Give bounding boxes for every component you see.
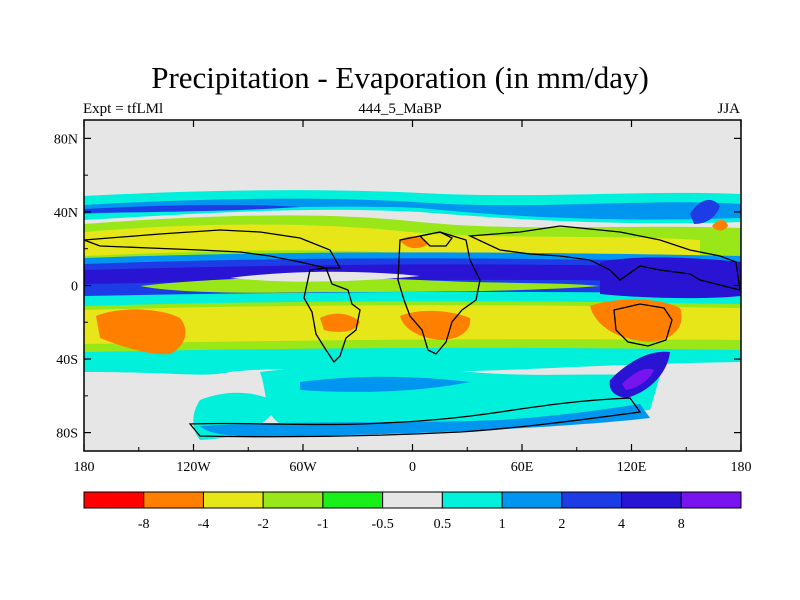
x-tick-label: 120W xyxy=(176,460,211,475)
south-pacific-dry xyxy=(96,309,186,355)
colorbar-label: -8 xyxy=(138,517,150,532)
x-tick-label: 120E xyxy=(617,460,647,475)
y-tick-label: 80S xyxy=(56,427,78,442)
colorbar-swatch xyxy=(441,491,503,509)
colorbar-label: 0.5 xyxy=(434,517,452,532)
colorbar-swatch xyxy=(83,491,145,509)
south-atlantic-orange-2 xyxy=(320,313,360,332)
colorbar-label: -0.5 xyxy=(372,517,394,532)
colorbar-swatch xyxy=(322,491,384,509)
greenland-outline xyxy=(418,231,453,247)
period-label: 444_5_MaBP xyxy=(358,101,442,117)
band-equatorial-neutral xyxy=(230,271,420,282)
x-tick-label: 180 xyxy=(74,460,95,475)
band-subtropic-north-core xyxy=(84,224,700,256)
chart-title: Precipitation - Evaporation (in mm/day) xyxy=(151,60,649,95)
colorbar-label: 2 xyxy=(558,517,565,532)
indian-ocean-dry xyxy=(590,299,682,342)
asia-outline xyxy=(467,225,741,291)
y-tick-label: 0 xyxy=(71,280,78,295)
coastlines xyxy=(84,225,741,438)
antarctic-edge xyxy=(200,404,650,437)
colorbar-label: -2 xyxy=(257,517,269,532)
colorbar-swatch xyxy=(143,491,204,509)
y-tick-label: 40N xyxy=(54,206,78,221)
colorbar-swatch xyxy=(202,491,264,509)
x-tick-label: 60W xyxy=(289,460,317,475)
colorbar-label: -1 xyxy=(317,517,329,532)
colorbar-swatch xyxy=(680,491,742,509)
colorbar-swatch xyxy=(621,491,682,509)
north-atlantic-orange xyxy=(400,236,428,249)
experiment-label: Expt = tfLMl xyxy=(83,101,164,117)
colorbar-swatch xyxy=(561,491,623,509)
colorbar-swatch xyxy=(501,491,563,509)
australia-outline xyxy=(613,303,673,347)
band-south-light xyxy=(84,347,741,375)
colorbar: -8 -4 -2 -1 -0.5 0.5 1 2 4 8 xyxy=(83,491,742,532)
x-tick-label: 0 xyxy=(409,460,416,475)
band-north-storm-core xyxy=(84,204,300,213)
map-field xyxy=(84,120,741,451)
north-america-outline xyxy=(84,229,342,269)
y-tick-label: 40S xyxy=(56,353,78,368)
colorbar-label: 4 xyxy=(618,517,625,532)
colorbar-label: -4 xyxy=(198,517,210,532)
west-pacific-deep xyxy=(600,257,741,299)
band-southern-ocean-mid xyxy=(300,376,470,392)
south-america-outline xyxy=(303,267,361,364)
band-equatorial-dry-strip xyxy=(140,277,600,293)
east-asia-blue xyxy=(690,199,720,224)
colorbar-swatch xyxy=(262,491,324,509)
x-axis: 180 120W 60W 0 60E 120E 180 xyxy=(74,120,752,475)
x-tick-label: 60E xyxy=(511,460,534,475)
x-tick-label: 180 xyxy=(731,460,752,475)
antarctica-outline xyxy=(188,397,642,438)
colorbar-label: 1 xyxy=(499,517,506,532)
colorbar-swatch xyxy=(382,491,443,509)
season-label: JJA xyxy=(717,101,740,117)
band-north-storm xyxy=(84,198,741,220)
south-atlantic-dry xyxy=(400,310,471,340)
africa-outline xyxy=(397,231,481,355)
y-tick-label: 80N xyxy=(54,132,78,147)
east-asia-dry xyxy=(712,220,728,231)
y-axis: 80N 40N 0 40S 80S xyxy=(54,132,741,442)
colorbar-label: 8 xyxy=(678,517,685,532)
southern-ocean-wet-core xyxy=(622,368,654,390)
